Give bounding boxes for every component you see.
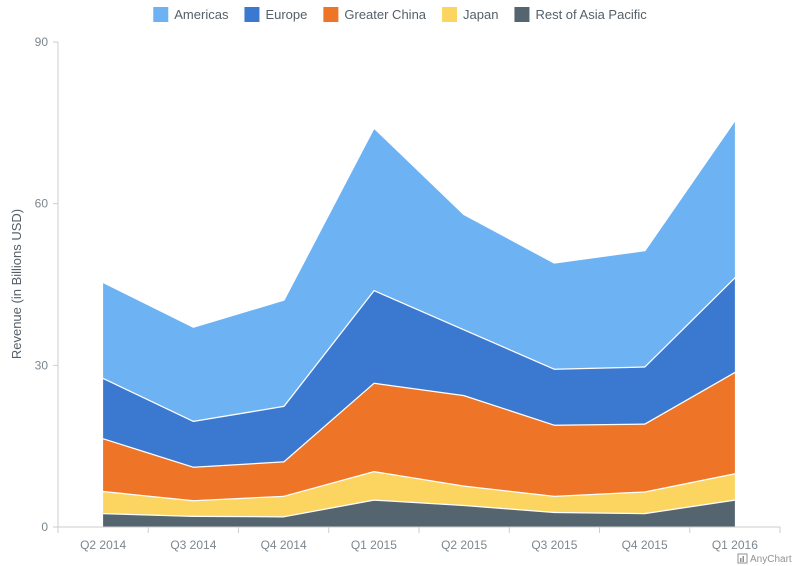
y-axis-ticks: 0 30 60 90	[35, 35, 58, 534]
area-europe	[103, 277, 735, 467]
stacked-areas	[102, 118, 736, 527]
y-tick-label: 90	[35, 35, 49, 49]
x-tick-label: Q2 2015	[441, 538, 487, 552]
legend-label: Rest of Asia Pacific	[535, 7, 647, 22]
legend-swatch	[514, 7, 530, 22]
legend-swatch	[244, 7, 260, 22]
legend-swatch	[153, 7, 169, 22]
x-tick-label: Q3 2015	[531, 538, 577, 552]
area-rest-of-asia-pacific	[103, 499, 735, 527]
x-tick-label: Q2 2014	[80, 538, 126, 552]
legend-swatch	[442, 7, 458, 22]
area-americas	[103, 119, 735, 421]
legend-item-americas[interactable]: Americas	[153, 7, 229, 22]
anychart-logo-bar	[740, 558, 742, 562]
credit-label: AnyChart	[750, 554, 792, 565]
legend-label: Europe	[265, 7, 307, 22]
legend: Americas Europe Greater China Japan Rest of …	[153, 7, 647, 22]
x-tick-label: Q4 2014	[261, 538, 307, 552]
area-japan	[103, 471, 735, 517]
y-tick-label: 60	[35, 197, 49, 211]
anychart-logo-icon	[737, 553, 748, 564]
x-tick-label: Q1 2015	[351, 538, 397, 552]
area-greater-china	[103, 371, 735, 501]
x-tick-label: Q4 2015	[622, 538, 668, 552]
anychart-logo-bar	[742, 556, 744, 562]
legend-swatch	[323, 7, 339, 22]
legend-label: Americas	[174, 7, 229, 22]
legend-item-europe[interactable]: Europe	[244, 7, 307, 22]
legend-item-japan[interactable]: Japan	[442, 7, 498, 22]
legend-label: Japan	[463, 7, 498, 22]
area-edge-americas	[102, 118, 736, 328]
credit[interactable]: AnyChart	[737, 553, 792, 565]
legend-label: Greater China	[344, 7, 426, 22]
y-axis-title: Revenue (in Billions USD)	[9, 209, 24, 359]
y-tick-label: 0	[41, 520, 48, 534]
x-tick-label: Q1 2016	[712, 538, 758, 552]
legend-item-greater-china[interactable]: Greater China	[323, 7, 427, 22]
x-tick-label: Q3 2014	[170, 538, 216, 552]
legend-item-rest-of-asia-pacific[interactable]: Rest of Asia Pacific	[514, 7, 647, 22]
x-axis-ticks: Q2 2014 Q3 2014 Q4 2014 Q1 2015 Q2 2015 Q3 20…	[57, 527, 781, 552]
y-tick-label: 30	[35, 358, 49, 372]
